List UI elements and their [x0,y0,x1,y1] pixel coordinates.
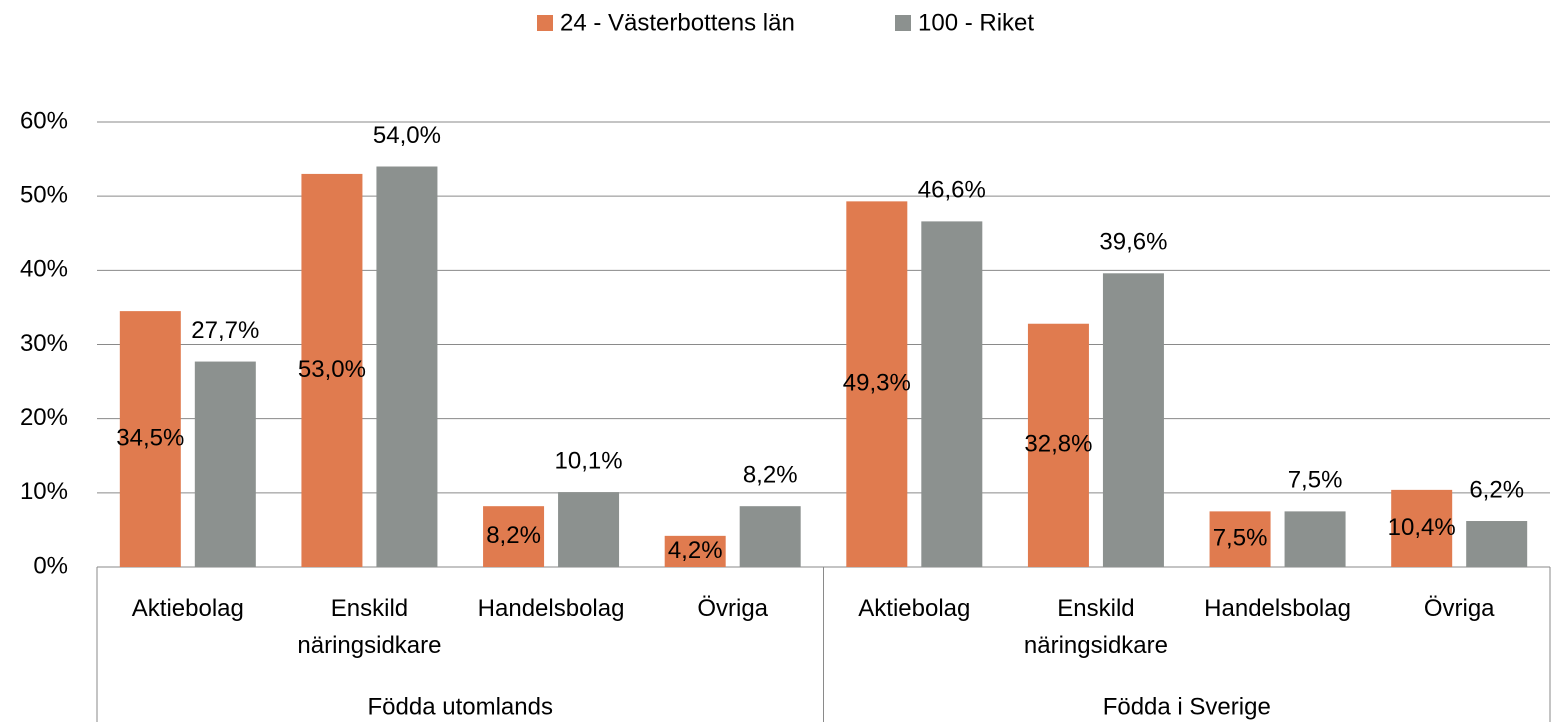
value-label: 27,7% [191,317,259,344]
value-label: 8,2% [486,522,541,549]
x-tick-label: Övriga [697,595,769,622]
bar [119,311,181,567]
x-tick-label: Handelsbolag [477,595,625,622]
y-tick-label: 0% [33,552,68,579]
y-tick-label: 60% [20,107,68,134]
y-tick-label: 30% [20,330,68,357]
value-label: 34,5% [116,424,184,451]
y-tick-label: 10% [20,478,68,505]
bar [1102,273,1164,567]
x-tick-label: Aktiebolag [858,595,971,622]
y-tick-label: 20% [20,404,68,431]
value-label: 6,2% [1469,476,1524,503]
x-tick-label: Handelsbolag [1204,595,1351,622]
value-label: 46,6% [918,177,986,204]
value-label: 32,8% [1024,431,1092,458]
bar [1466,521,1528,567]
value-label: 49,3% [843,370,911,397]
value-label: 10,1% [555,447,623,474]
legend-swatch [537,15,553,31]
x-tick-label: Enskild näringsidkare [1023,595,1168,659]
x-tick-label: Aktiebolag [131,595,244,622]
y-tick-label: 50% [20,182,68,209]
bar [1027,323,1089,567]
bar [483,506,545,567]
bar [1284,511,1346,567]
bar [1391,489,1453,567]
value-label: 53,0% [298,356,366,383]
x-tick-label: Enskild näringsidkare [297,595,442,659]
bar [664,535,726,567]
value-label: 8,2% [743,462,798,489]
group-label: Födda utomlands [368,693,553,720]
legend-swatch [895,15,911,31]
bar [194,361,256,567]
value-label: 10,4% [1388,514,1456,541]
bar [376,166,438,567]
bar [921,221,983,567]
legend-label: 24 - Västerbottens län [560,9,795,36]
bar [1209,511,1271,567]
value-label: 7,5% [1213,525,1268,552]
legend-label: 100 - Riket [918,9,1034,36]
value-label: 7,5% [1288,467,1343,494]
value-label: 4,2% [668,537,723,564]
bar [739,506,801,567]
x-tick-label: Övriga [1423,595,1495,622]
bar [846,201,908,567]
value-label: 54,0% [373,122,441,149]
group-label: Födda i Sverige [1103,693,1271,720]
bar [301,173,363,567]
y-tick-label: 40% [20,256,68,283]
value-label: 39,6% [1099,229,1167,256]
bar [558,492,620,567]
